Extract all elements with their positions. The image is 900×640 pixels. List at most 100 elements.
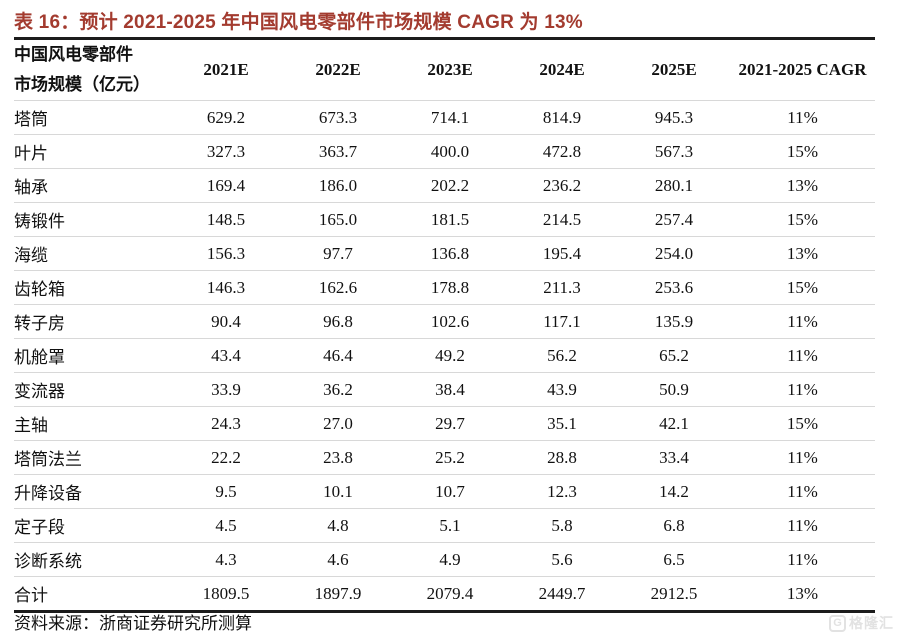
cell-value: 4.3 (170, 542, 282, 577)
cell-value: 363.7 (282, 134, 394, 169)
cell-value: 400.0 (394, 134, 506, 169)
watermark: G 格隆汇 (829, 613, 894, 633)
table-row: 诊断系统 4.3 4.6 4.9 5.6 6.5 11% (14, 542, 875, 577)
cell-value: 6.5 (618, 542, 730, 577)
cell-value: 28.8 (506, 440, 618, 475)
cell-value: 13% (730, 576, 875, 612)
cell-value: 22.2 (170, 440, 282, 475)
cell-value: 13% (730, 236, 875, 271)
table-row: 主轴 24.3 27.0 29.7 35.1 42.1 15% (14, 406, 875, 441)
cell-value: 714.1 (394, 100, 506, 135)
cell-value: 65.2 (618, 338, 730, 373)
cell-value: 186.0 (282, 168, 394, 203)
cell-value: 14.2 (618, 474, 730, 509)
table-row: 变流器 33.9 36.2 38.4 43.9 50.9 11% (14, 372, 875, 407)
cell-value: 43.4 (170, 338, 282, 373)
row-label: 转子房 (14, 304, 170, 339)
cell-value: 156.3 (170, 236, 282, 271)
row-label: 诊断系统 (14, 542, 170, 577)
cell-value: 11% (730, 440, 875, 475)
cell-value: 10.1 (282, 474, 394, 509)
cell-value: 814.9 (506, 100, 618, 135)
row-label: 主轴 (14, 406, 170, 441)
cell-value: 945.3 (618, 100, 730, 135)
cell-value: 327.3 (170, 134, 282, 169)
cell-value: 211.3 (506, 270, 618, 305)
table-row: 塔筒 629.2 673.3 714.1 814.9 945.3 11% (14, 100, 875, 135)
header-row: 中国风电零部件 市场规模（亿元） 2021E 2022E 2023E 2024E… (14, 39, 875, 101)
row-label: 塔筒法兰 (14, 440, 170, 475)
cell-value: 15% (730, 406, 875, 441)
header-label-line1: 中国风电零部件 (14, 45, 133, 65)
cell-value: 567.3 (618, 134, 730, 169)
cell-value: 195.4 (506, 236, 618, 271)
cell-value: 46.4 (282, 338, 394, 373)
gelonghui-logo-icon: G (829, 614, 846, 632)
table-row: 合计 1809.5 1897.9 2079.4 2449.7 2912.5 13… (14, 576, 875, 612)
cell-value: 96.8 (282, 304, 394, 339)
cell-value: 24.3 (170, 406, 282, 441)
cell-value: 43.9 (506, 372, 618, 407)
cell-value: 146.3 (170, 270, 282, 305)
row-label: 齿轮箱 (14, 270, 170, 305)
cell-value: 38.4 (394, 372, 506, 407)
watermark-text: 格隆汇 (849, 615, 894, 631)
table-header: 中国风电零部件 市场规模（亿元） 2021E 2022E 2023E 2024E… (14, 39, 875, 101)
cell-value: 4.8 (282, 508, 394, 543)
cell-value: 11% (730, 508, 875, 543)
cell-value: 12.3 (506, 474, 618, 509)
cell-value: 27.0 (282, 406, 394, 441)
cell-value: 4.5 (170, 508, 282, 543)
cell-value: 5.6 (506, 542, 618, 577)
cell-value: 5.8 (506, 508, 618, 543)
cell-value: 15% (730, 134, 875, 169)
row-label: 叶片 (14, 134, 170, 169)
cell-value: 42.1 (618, 406, 730, 441)
table-title: 表 16：预计 2021-2025 年中国风电零部件市场规模 CAGR 为 13… (14, 12, 583, 33)
cell-value: 673.3 (282, 100, 394, 135)
cell-value: 11% (730, 304, 875, 339)
cell-value: 178.8 (394, 270, 506, 305)
header-col-2023e: 2023E (427, 60, 473, 79)
cell-value: 5.1 (394, 508, 506, 543)
row-label: 铸锻件 (14, 202, 170, 237)
row-label: 机舱罩 (14, 338, 170, 373)
table-row: 塔筒法兰 22.2 23.8 25.2 28.8 33.4 11% (14, 440, 875, 475)
header-label-cell: 中国风电零部件 市场规模（亿元） (14, 39, 170, 101)
cell-value: 214.5 (506, 202, 618, 237)
cell-value: 15% (730, 202, 875, 237)
table-row: 海缆 156.3 97.7 136.8 195.4 254.0 13% (14, 236, 875, 271)
cell-value: 148.5 (170, 202, 282, 237)
cell-value: 254.0 (618, 236, 730, 271)
cell-value: 1809.5 (170, 576, 282, 612)
cell-value: 162.6 (282, 270, 394, 305)
cell-value: 25.2 (394, 440, 506, 475)
row-label: 升降设备 (14, 474, 170, 509)
cell-value: 97.7 (282, 236, 394, 271)
market-size-table: 中国风电零部件 市场规模（亿元） 2021E 2022E 2023E 2024E… (14, 37, 875, 613)
cell-value: 236.2 (506, 168, 618, 203)
row-label: 定子段 (14, 508, 170, 543)
header-col-2025e: 2025E (651, 60, 697, 79)
cell-value: 165.0 (282, 202, 394, 237)
cell-value: 117.1 (506, 304, 618, 339)
cell-value: 33.4 (618, 440, 730, 475)
cell-value: 253.6 (618, 270, 730, 305)
cell-value: 2079.4 (394, 576, 506, 612)
cell-value: 280.1 (618, 168, 730, 203)
cell-value: 11% (730, 474, 875, 509)
cell-value: 629.2 (170, 100, 282, 135)
table-row: 升降设备 9.5 10.1 10.7 12.3 14.2 11% (14, 474, 875, 509)
cell-value: 136.8 (394, 236, 506, 271)
cell-value: 33.9 (170, 372, 282, 407)
cell-value: 23.8 (282, 440, 394, 475)
cell-value: 90.4 (170, 304, 282, 339)
cell-value: 102.6 (394, 304, 506, 339)
header-col-2024e: 2024E (539, 60, 585, 79)
cell-value: 15% (730, 270, 875, 305)
cell-value: 11% (730, 100, 875, 135)
cell-value: 11% (730, 338, 875, 373)
cell-value: 56.2 (506, 338, 618, 373)
cell-value: 181.5 (394, 202, 506, 237)
